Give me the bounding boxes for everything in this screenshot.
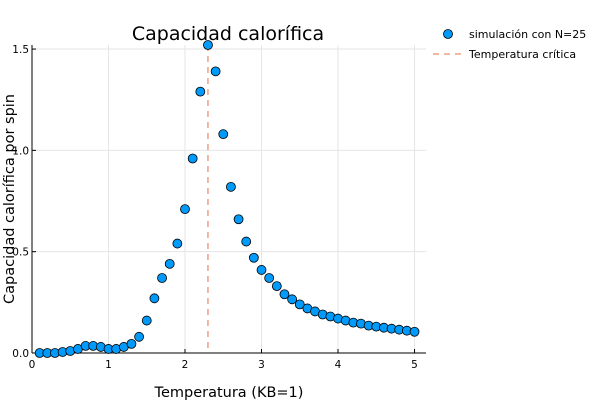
data-point (294, 299, 305, 310)
data-point (172, 238, 183, 249)
data-point (195, 86, 206, 97)
data-point (164, 258, 175, 269)
data-point (287, 294, 298, 305)
data-point (134, 331, 145, 342)
y-axis-label: Capacidad calorífica por spin (2, 94, 18, 304)
data-point (126, 338, 137, 349)
y-tick-label: 0.0 (12, 348, 29, 360)
data-point (226, 181, 236, 192)
y-tick-label: 1.0 (12, 145, 29, 157)
data-point (180, 204, 190, 215)
x-tick-label: 1 (105, 359, 112, 371)
data-point (187, 153, 198, 164)
ticks: 0 1 2 3 4 5 0.0 0.5 1.0 1.5 (12, 44, 418, 371)
x-tick-label: 5 (411, 359, 418, 371)
data-point (210, 66, 221, 77)
grid (31, 45, 426, 354)
data-point (241, 236, 252, 247)
data-point (141, 315, 152, 326)
legend-marker-simulation (443, 29, 453, 39)
data-point (279, 289, 290, 300)
legend-label-simulation: simulación con N=25 (469, 28, 586, 41)
data-point (157, 273, 167, 283)
legend: simulación con N=25 Temperatura crítica (433, 28, 586, 61)
data-point (248, 252, 259, 263)
data-point (256, 265, 267, 275)
data-points (34, 40, 420, 358)
x-axis-label: Temperatura (KB=1) (154, 385, 304, 400)
data-point (271, 281, 282, 292)
y-tick-label: 0.5 (12, 247, 29, 259)
data-point (203, 40, 213, 50)
data-point (233, 214, 244, 225)
x-tick-label: 0 (29, 359, 36, 371)
chart-title: Capacidad calorífica (132, 23, 324, 45)
x-tick-label: 3 (258, 359, 265, 371)
data-point (264, 273, 275, 283)
data-point (149, 293, 160, 304)
data-point (409, 326, 420, 337)
x-tick-label: 4 (335, 359, 342, 371)
legend-label-critical: Temperatura crítica (468, 48, 576, 61)
x-tick-label: 2 (182, 359, 189, 371)
data-point (218, 129, 229, 140)
y-tick-label: 1.5 (12, 44, 29, 56)
